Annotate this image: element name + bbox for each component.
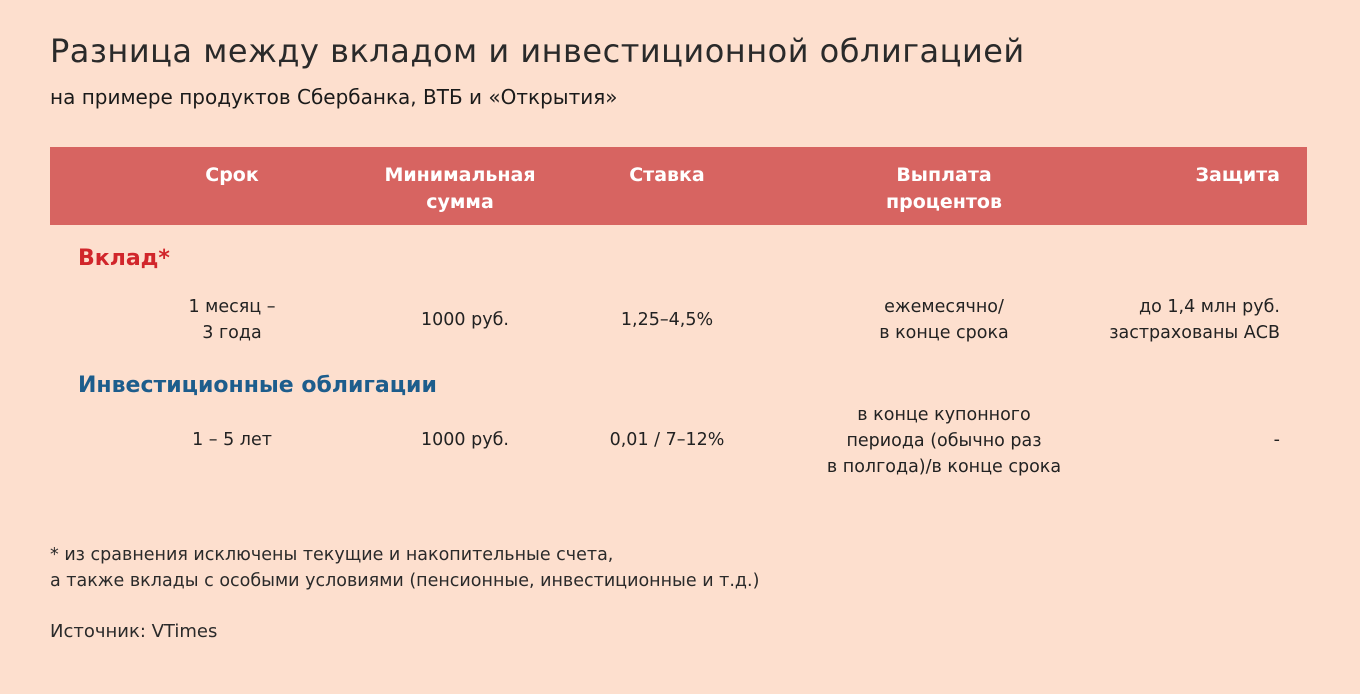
deposit-label: Вклад*: [78, 246, 170, 271]
bonds-label: Инвестиционные облигации: [78, 373, 437, 398]
page-subtitle: на примере продуктов Сбербанка, ВТБ и «О…: [50, 85, 618, 109]
deposit-rate: 1,25–4,5%: [620, 310, 714, 330]
header-payment: Выплата процентов: [886, 164, 1002, 213]
page-title: Разница между вкладом и инвестиционной о…: [50, 32, 1025, 70]
header-protection: Защита: [1195, 164, 1280, 186]
header-rate: Ставка: [629, 164, 705, 186]
bonds-rate: 0,01 / 7–12%: [609, 430, 725, 450]
table-header-band: [50, 147, 1307, 225]
header-min-sum: Минимальная сумма: [384, 164, 536, 213]
bonds-term: 1 – 5 лет: [192, 430, 272, 450]
deposit-min-sum: 1000 руб.: [421, 310, 509, 330]
footnote: * из сравнения исключены текущие и накоп…: [50, 545, 760, 591]
bonds-payment: в конце купонного периода (обычно раз в …: [826, 405, 1062, 477]
deposit-payment: ежемесячно/ в конце срока: [879, 297, 1009, 343]
bonds-protection: -: [1273, 430, 1280, 450]
header-term: Срок: [205, 164, 259, 186]
deposit-term: 1 месяц – 3 года: [188, 297, 276, 343]
bonds-min-sum: 1000 руб.: [421, 430, 509, 450]
source-credit: Источник: VTimes: [50, 621, 218, 642]
deposit-protection: до 1,4 млн руб. застрахованы АСВ: [1109, 297, 1280, 343]
